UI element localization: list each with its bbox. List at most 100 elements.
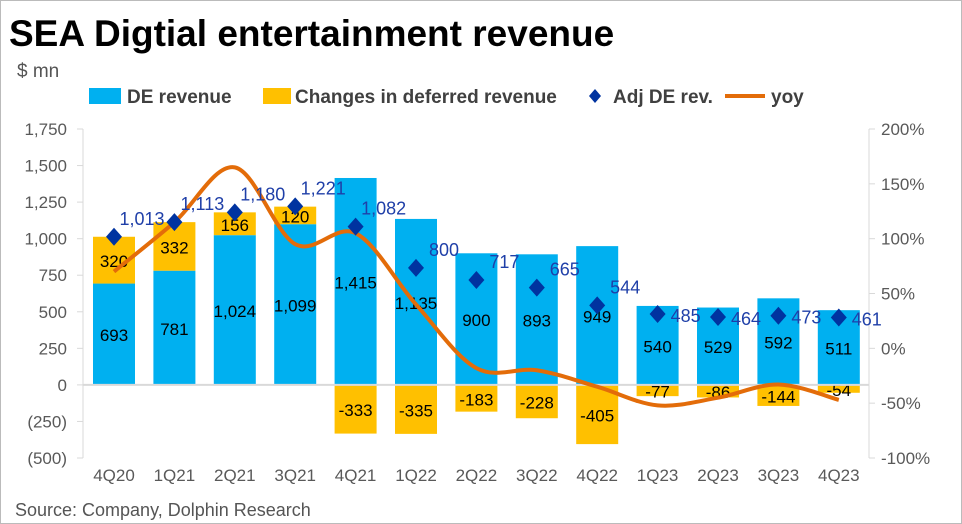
- adj-de-marker: [649, 304, 666, 323]
- adj-de-marker: [287, 197, 304, 216]
- left-tick-label: 1,250: [24, 193, 67, 212]
- adj-de-label: 464: [731, 309, 761, 329]
- bar-de-label: 529: [704, 338, 732, 357]
- left-tick-label: 1,750: [24, 120, 67, 139]
- bar-deferred-label: -183: [459, 390, 493, 409]
- adj-de-marker: [166, 213, 183, 232]
- bar-deferred-change: [334, 384, 377, 434]
- adj-de-marker: [408, 258, 424, 277]
- legend-swatch-de: [89, 88, 121, 104]
- left-tick-label: 750: [39, 266, 67, 285]
- bar-deferred-change: [213, 212, 256, 236]
- bar-deferred-label: -335: [399, 401, 433, 420]
- bar-de-label: 693: [100, 326, 128, 345]
- adj-de-label: 1,221: [301, 178, 346, 198]
- bar-de-label: 540: [643, 337, 671, 356]
- adj-de-label: 1,180: [240, 184, 285, 204]
- adj-de-label: 461: [852, 309, 882, 329]
- left-tick-label: 0: [58, 376, 67, 395]
- left-tick-label: (500): [27, 449, 67, 468]
- x-tick-label: 1Q23: [637, 466, 679, 485]
- adj-de-marker: [468, 271, 485, 290]
- bar-de-label: 949: [583, 308, 611, 327]
- adj-de-marker: [589, 296, 606, 315]
- x-tick-label: 3Q23: [758, 466, 800, 485]
- legend-label: Adj DE rev.: [613, 87, 713, 108]
- legend-label: Changes in deferred revenue: [295, 87, 557, 108]
- legend-label: DE revenue: [127, 87, 232, 108]
- x-tick-label: 2Q23: [697, 466, 739, 485]
- bar-deferred-label: -144: [761, 387, 795, 406]
- x-tick-label: 4Q20: [93, 466, 135, 485]
- bar-de-revenue: [576, 246, 619, 385]
- x-tick-label: 4Q21: [335, 466, 377, 485]
- x-tick-label: 3Q21: [274, 466, 316, 485]
- bar-de-label: 893: [523, 312, 551, 331]
- bar-deferred-change: [576, 384, 619, 445]
- right-tick-label: 0%: [881, 339, 906, 358]
- bar-deferred-label: -333: [339, 401, 373, 420]
- bar-de-revenue: [153, 270, 196, 385]
- adj-de-marker: [770, 306, 787, 325]
- left-tick-label: 1,000: [24, 230, 67, 249]
- y-axis-unit: $ mn: [17, 61, 60, 82]
- adj-de-label: 1,082: [361, 199, 406, 219]
- left-tick-label: (250): [27, 412, 67, 431]
- bar-de-label: 781: [160, 320, 188, 339]
- bar-de-revenue: [93, 283, 135, 385]
- legend-marker-adj: [589, 89, 601, 103]
- adj-de-marker: [226, 203, 243, 222]
- right-tick-label: 100%: [881, 230, 924, 249]
- adj-de-label: 1,113: [181, 194, 225, 214]
- bar-deferred-label: 156: [221, 216, 249, 235]
- bar-deferred-change: [515, 384, 558, 419]
- yoy-line: [112, 165, 840, 408]
- legend-swatch-deferred: [263, 88, 291, 104]
- adj-de-label: 717: [489, 252, 519, 272]
- right-tick-label: -50%: [881, 394, 921, 413]
- bar-de-revenue: [213, 235, 256, 385]
- bar-deferred-label: 332: [160, 238, 188, 257]
- bar-de-revenue: [274, 224, 317, 385]
- adj-de-label: 544: [610, 277, 640, 297]
- adj-de-label: 665: [550, 260, 580, 280]
- bar-deferred-change: [757, 384, 800, 406]
- bar-de-label: 1,415: [334, 273, 377, 292]
- adj-de-marker: [830, 308, 847, 327]
- x-tick-label: 1Q22: [395, 466, 437, 485]
- left-tick-label: 1,500: [24, 157, 67, 176]
- bar-deferred-change: [636, 384, 679, 397]
- bar-deferred-change: [395, 384, 437, 434]
- bar-deferred-label: 120: [281, 207, 309, 226]
- bar-de-label: 900: [462, 311, 490, 330]
- x-tick-label: 4Q22: [576, 466, 618, 485]
- adj-de-marker: [528, 278, 545, 297]
- bar-deferred-label: -77: [645, 383, 670, 402]
- bar-de-label: 511: [825, 340, 852, 359]
- bar-deferred-label: -405: [580, 406, 614, 425]
- bar-deferred-change: [455, 384, 498, 412]
- bar-de-revenue: [334, 177, 377, 385]
- x-tick-label: 2Q21: [214, 466, 256, 485]
- bar-deferred-change: [817, 384, 860, 393]
- right-tick-label: 50%: [881, 285, 915, 304]
- adj-de-label: 800: [429, 240, 459, 260]
- bar-de-label: 592: [764, 334, 792, 353]
- adj-de-label: 473: [791, 308, 821, 328]
- bar-de-label: 1,024: [214, 302, 257, 321]
- adj-de-label: 485: [671, 306, 701, 326]
- source-note: Source: Company, Dolphin Research: [15, 500, 311, 520]
- x-tick-label: 1Q21: [154, 466, 196, 485]
- left-tick-label: 250: [39, 339, 67, 358]
- adj-de-marker: [710, 308, 726, 327]
- bar-deferred-label: -228: [520, 394, 554, 413]
- bar-de-label: 1,099: [274, 297, 317, 316]
- x-tick-label: 3Q22: [516, 466, 558, 485]
- x-tick-label: 2Q22: [456, 466, 498, 485]
- right-tick-label: -100%: [881, 449, 930, 468]
- bar-de-revenue: [515, 254, 558, 385]
- x-tick-label: 4Q23: [818, 466, 860, 485]
- adj-de-marker: [347, 217, 364, 236]
- chart-title: SEA Digtial entertainment revenue: [9, 13, 615, 54]
- adj-de-label: 1,013: [119, 209, 164, 229]
